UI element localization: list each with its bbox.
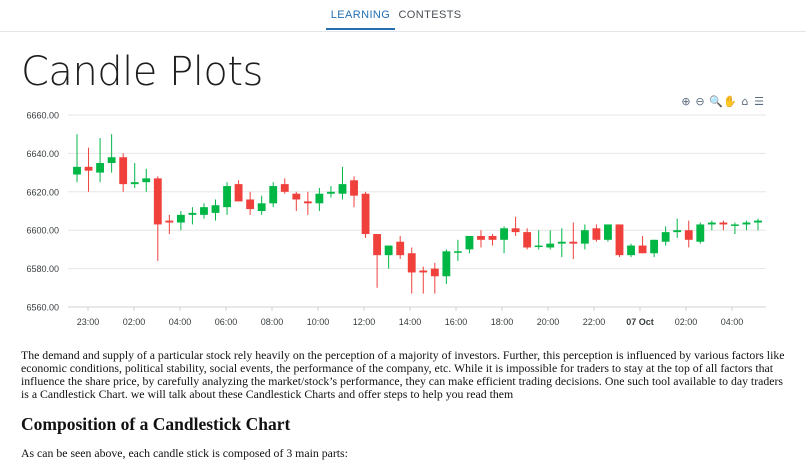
candle-body-up: [453, 251, 462, 253]
candle-body-up: [754, 220, 762, 223]
candle-body-down: [523, 232, 532, 248]
candle-body-up: [661, 232, 670, 242]
intro-paragraph: The demand and supply of a particular st…: [21, 348, 785, 401]
x-tick-label: 18:00: [491, 317, 514, 327]
candle-body-down: [303, 201, 312, 204]
x-tick-label: 02:00: [675, 317, 698, 327]
candle-body-up: [442, 251, 451, 277]
candle-body-up: [269, 186, 278, 204]
menu-icon[interactable]: ☰: [754, 95, 764, 108]
y-tick-label: 6580.00: [26, 264, 59, 274]
x-tick-label: 22:00: [583, 317, 606, 327]
x-tick-label: 04:00: [721, 317, 744, 327]
candle-body-down: [119, 157, 128, 185]
candle-body-up: [257, 203, 266, 211]
candle-body-down: [292, 193, 301, 200]
candle-body-down: [430, 268, 439, 277]
x-tick-label: 20:00: [537, 317, 560, 327]
active-tab-indicator: [326, 28, 395, 30]
candle-body-up: [673, 230, 682, 233]
candle-body-down: [396, 241, 405, 256]
candle-body-up: [327, 191, 335, 194]
candle-body-up: [707, 222, 716, 225]
section-paragraph: As can be seen above, each candle stick …: [21, 446, 348, 460]
pan-hand-icon[interactable]: ✋: [723, 95, 737, 108]
candle-body-down: [719, 222, 728, 225]
candle-body-down: [615, 224, 624, 256]
y-tick-label: 6620.00: [26, 187, 59, 197]
candle-body-up: [500, 228, 508, 240]
candle-body-down: [280, 184, 289, 192]
candle-body-down: [488, 235, 497, 240]
candle-body-down: [592, 228, 601, 240]
zoom-out-icon[interactable]: ⊖: [695, 95, 705, 108]
candle-body-up: [96, 163, 105, 173]
candle-body-down: [361, 193, 370, 235]
y-tick-label: 6660.00: [26, 111, 59, 121]
candle-body-up: [130, 182, 139, 185]
candle-body-up: [223, 186, 231, 208]
selection-zoom-icon[interactable]: 🔍: [709, 95, 723, 108]
candle-body-up: [142, 178, 151, 183]
candle-body-down: [638, 245, 647, 254]
candle-body-up: [696, 224, 705, 242]
candle-body-down: [569, 241, 578, 244]
x-tick-label: 07 Oct: [626, 317, 654, 327]
candle-body-down: [373, 234, 382, 256]
candle-body-up: [338, 184, 347, 194]
candle-body-down: [511, 228, 520, 233]
x-tick-label: 06:00: [215, 317, 238, 327]
candle-body-up: [384, 245, 393, 256]
candle-body-up: [627, 245, 635, 256]
candle-body-down: [419, 270, 428, 273]
candle-body-down: [477, 235, 485, 240]
candle-body-up: [315, 193, 324, 204]
candle-body-down: [165, 220, 174, 223]
candle-body-up: [200, 207, 208, 215]
x-tick-label: 02:00: [123, 317, 146, 327]
candle-body-up: [534, 245, 543, 248]
top-nav: LEARNING CONTESTS: [0, 0, 806, 32]
y-tick-label: 6600.00: [26, 226, 59, 236]
candle-body-down: [246, 199, 255, 210]
reset-home-icon[interactable]: ⌂: [741, 95, 749, 108]
page-title: Candle Plots: [21, 49, 263, 95]
candle-body-up: [650, 239, 659, 254]
candle-body-up: [604, 224, 612, 240]
y-tick-label: 6640.00: [26, 149, 59, 159]
x-tick-label: 12:00: [353, 317, 376, 327]
x-tick-label: 08:00: [261, 317, 284, 327]
candle-body-down: [234, 184, 243, 202]
y-tick-label: 6560.00: [26, 303, 59, 313]
tab-contests[interactable]: CONTESTS: [398, 9, 462, 21]
zoom-in-icon[interactable]: ⊕: [681, 95, 691, 108]
candle-body-up: [188, 212, 197, 215]
candlestick-chart[interactable]: 6660.00 6640.00 6620.00 6600.00 6580.00 6560.…: [0, 92, 806, 337]
candle-body-up: [580, 230, 589, 244]
candle-body-up: [73, 166, 81, 175]
candle-body-up: [742, 222, 751, 225]
candle-body-up: [557, 241, 566, 244]
candle-body-up: [176, 214, 185, 223]
x-tick-label: 14:00: [399, 317, 422, 327]
x-tick-label: 16:00: [445, 317, 468, 327]
x-tick-label: 23:00: [77, 317, 100, 327]
section-heading: Composition of a Candlestick Chart: [21, 414, 291, 434]
candle-body-down: [684, 230, 693, 240]
candle-body-down: [350, 180, 358, 196]
candle-body-down: [84, 166, 93, 171]
candle-body-down: [407, 253, 416, 273]
candle-body-up: [211, 205, 220, 213]
candle-body-up: [546, 243, 555, 248]
candle-body-up: [465, 235, 474, 250]
x-tick-label: 10:00: [307, 317, 330, 327]
candle-body-up: [107, 157, 116, 163]
candle-body-down: [153, 178, 162, 225]
candle-body-up: [730, 224, 739, 226]
x-tick-label: 04:00: [169, 317, 192, 327]
tab-learning[interactable]: LEARNING: [330, 9, 391, 21]
chart-toolbar: ⊕ ⊖ 🔍 ✋ ⌂ ☰: [680, 95, 766, 109]
